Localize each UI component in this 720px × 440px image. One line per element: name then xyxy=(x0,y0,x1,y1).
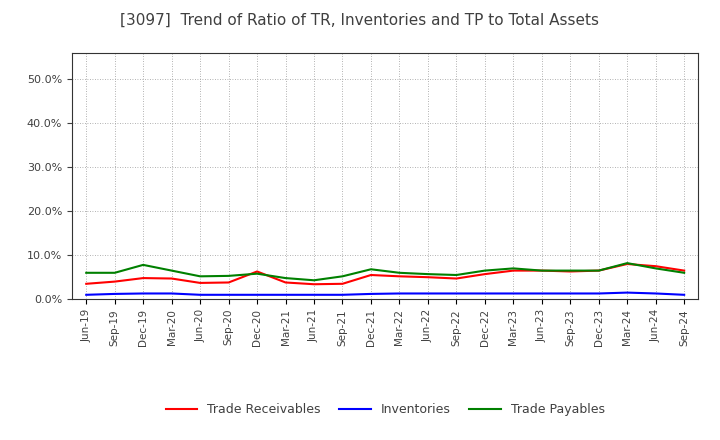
Line: Inventories: Inventories xyxy=(86,293,684,295)
Inventories xyxy=(82,292,91,297)
Trade Payables xyxy=(139,262,148,268)
Inventories xyxy=(310,292,318,297)
Trade Receivables xyxy=(167,276,176,281)
Inventories xyxy=(595,291,603,296)
Line: Trade Payables: Trade Payables xyxy=(86,263,684,280)
Trade Payables xyxy=(253,271,261,276)
Trade Receivables xyxy=(310,282,318,287)
Trade Receivables xyxy=(566,269,575,274)
Trade Receivables xyxy=(595,268,603,273)
Inventories xyxy=(338,292,347,297)
Trade Receivables xyxy=(196,280,204,286)
Inventories xyxy=(139,291,148,296)
Inventories xyxy=(196,292,204,297)
Trade Receivables xyxy=(680,268,688,273)
Inventories xyxy=(680,292,688,297)
Trade Payables xyxy=(423,271,432,277)
Trade Payables xyxy=(509,266,518,271)
Trade Payables xyxy=(110,270,119,275)
Trade Payables xyxy=(366,267,375,272)
Trade Receivables xyxy=(395,274,404,279)
Trade Receivables xyxy=(452,276,461,281)
Inventories xyxy=(167,291,176,296)
Inventories xyxy=(282,292,290,297)
Trade Payables xyxy=(680,270,688,275)
Text: [3097]  Trend of Ratio of TR, Inventories and TP to Total Assets: [3097] Trend of Ratio of TR, Inventories… xyxy=(120,13,600,28)
Trade Payables xyxy=(82,270,91,275)
Inventories xyxy=(509,291,518,296)
Inventories xyxy=(480,291,489,296)
Trade Receivables xyxy=(139,275,148,281)
Trade Receivables xyxy=(82,281,91,286)
Trade Receivables xyxy=(652,264,660,269)
Trade Payables xyxy=(310,278,318,283)
Trade Receivables xyxy=(253,269,261,274)
Trade Receivables xyxy=(366,272,375,278)
Trade Receivables xyxy=(423,275,432,280)
Trade Payables xyxy=(595,268,603,273)
Line: Trade Receivables: Trade Receivables xyxy=(86,264,684,284)
Trade Receivables xyxy=(110,279,119,284)
Inventories xyxy=(537,291,546,296)
Trade Receivables xyxy=(282,280,290,285)
Inventories xyxy=(452,291,461,296)
Trade Payables xyxy=(338,274,347,279)
Trade Payables xyxy=(623,260,631,266)
Inventories xyxy=(652,291,660,296)
Inventories xyxy=(566,291,575,296)
Trade Payables xyxy=(537,268,546,273)
Trade Receivables xyxy=(537,268,546,273)
Inventories xyxy=(423,291,432,296)
Trade Payables xyxy=(480,268,489,273)
Trade Payables xyxy=(282,275,290,281)
Inventories xyxy=(253,292,261,297)
Trade Receivables xyxy=(480,271,489,277)
Trade Payables xyxy=(167,268,176,273)
Legend: Trade Receivables, Inventories, Trade Payables: Trade Receivables, Inventories, Trade Pa… xyxy=(161,398,610,421)
Trade Payables xyxy=(452,272,461,278)
Trade Receivables xyxy=(338,281,347,286)
Trade Receivables xyxy=(225,280,233,285)
Inventories xyxy=(110,291,119,297)
Trade Receivables xyxy=(623,261,631,267)
Inventories xyxy=(225,292,233,297)
Trade Payables xyxy=(395,270,404,275)
Trade Payables xyxy=(225,273,233,279)
Inventories xyxy=(395,291,404,296)
Inventories xyxy=(366,291,375,297)
Trade Payables xyxy=(652,266,660,271)
Trade Receivables xyxy=(509,268,518,273)
Trade Payables xyxy=(196,274,204,279)
Trade Payables xyxy=(566,268,575,273)
Inventories xyxy=(623,290,631,295)
